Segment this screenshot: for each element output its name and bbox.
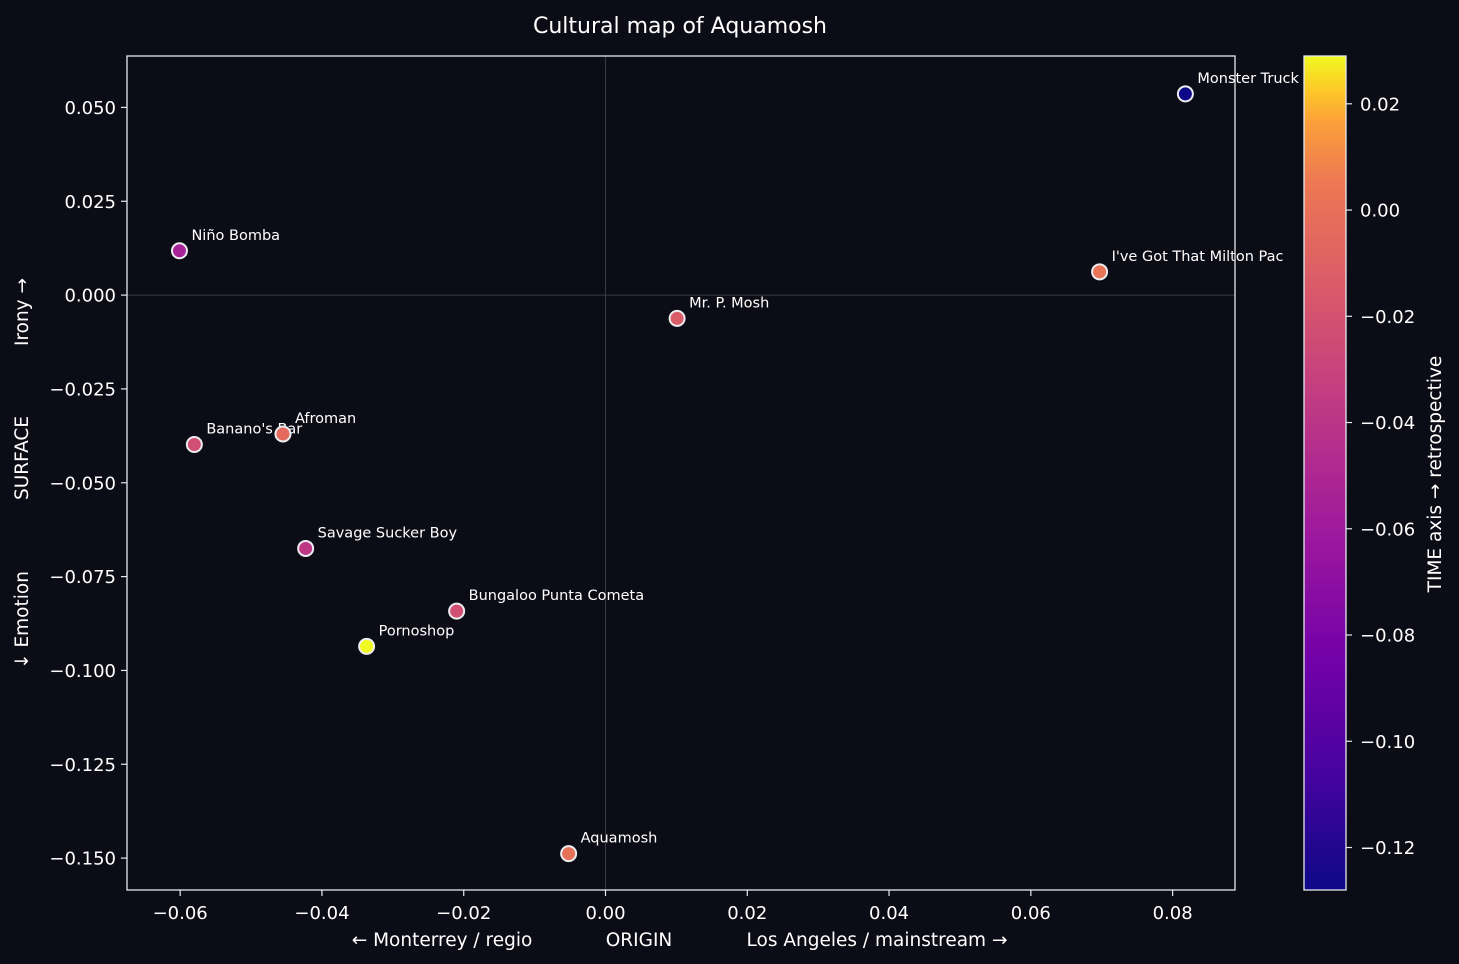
x-axis-label: ← Monterrey / regio ORIGIN Los Angeles /… <box>352 930 1008 951</box>
point-label: Pornoshop <box>379 623 455 639</box>
point-label: Monster Truck <box>1197 71 1299 87</box>
y-tick-label: 0.025 <box>64 192 116 213</box>
colorbar-tick-label: 0.00 <box>1360 201 1400 222</box>
colorbar: 0.02 0.00 −0.02 −0.04 −0.06 −0.08 −0.10 −0.12 T… <box>1303 55 1446 891</box>
colorbar-tick-label: −0.12 <box>1360 838 1415 859</box>
y-tick-label: −0.025 <box>49 379 116 400</box>
data-point <box>170 242 188 260</box>
colorbar-tick-label: −0.10 <box>1360 732 1415 753</box>
y-axis-label-center: SURFACE <box>12 416 33 500</box>
colorbar-gradient <box>1304 56 1346 890</box>
data-point <box>297 539 315 557</box>
y-axis-label-top: Irony → <box>12 278 33 346</box>
colorbar-label: TIME axis → retrospective <box>1425 356 1446 594</box>
y-tick-label: −0.150 <box>49 849 116 870</box>
point-label: Mr. P. Mosh <box>689 295 769 311</box>
x-tick-label: 0.00 <box>585 903 625 924</box>
y-tick-label: −0.100 <box>49 661 116 682</box>
plot-frame <box>126 55 1236 891</box>
point-label: Bungaloo Punta Cometa <box>469 588 644 604</box>
data-point <box>185 435 203 453</box>
y-axis-label: ↓ Emotion SURFACE Irony → <box>12 278 33 669</box>
colorbar-tick-label: −0.06 <box>1360 519 1415 540</box>
x-tick-label: 0.06 <box>1011 903 1051 924</box>
data-point <box>560 845 578 863</box>
colorbar-tick-label: −0.04 <box>1360 413 1415 434</box>
x-axis: −0.06 −0.04 −0.02 0.00 0.02 0.04 0.06 0.08 <box>153 890 1193 924</box>
x-axis-label-left: ← Monterrey / regio <box>352 930 533 951</box>
y-tick-label: −0.075 <box>49 567 116 588</box>
point-label: I've Got That Milton Pac <box>1112 249 1284 265</box>
x-tick-label: 0.02 <box>727 903 767 924</box>
data-point <box>1176 85 1194 103</box>
point-label: Afroman <box>295 411 356 427</box>
x-tick-label: −0.06 <box>153 903 208 924</box>
colorbar-frame <box>1303 55 1347 891</box>
point-label: Aquamosh <box>581 831 658 847</box>
data-point <box>1091 263 1109 281</box>
y-axis: 0.050 0.025 0.000 −0.025 −0.050 −0.075 −0.100 −… <box>49 98 127 870</box>
data-point <box>358 637 376 655</box>
x-axis-label-center: ORIGIN <box>606 930 673 951</box>
data-points: Monster Truck Niño Bomba I've Got That Mil… <box>170 71 1300 863</box>
colorbar-tick-label: 0.02 <box>1360 94 1400 115</box>
plot-area: Monster Truck Niño Bomba I've Got That Mil… <box>126 55 1300 891</box>
colorbar-tick-label: −0.08 <box>1360 626 1415 647</box>
data-point <box>448 602 466 620</box>
colorbar-tick-label: −0.02 <box>1360 307 1415 328</box>
y-tick-label: −0.125 <box>49 755 116 776</box>
y-tick-label: −0.050 <box>49 473 116 494</box>
chart-title: Cultural map of Aquamosh <box>533 14 827 39</box>
point-label: Savage Sucker Boy <box>318 525 458 541</box>
x-tick-label: −0.02 <box>436 903 491 924</box>
y-tick-label: 0.050 <box>64 98 116 119</box>
x-tick-label: 0.04 <box>869 903 909 924</box>
x-tick-label: 0.08 <box>1153 903 1193 924</box>
y-tick-label: 0.000 <box>64 286 116 307</box>
x-tick-label: −0.04 <box>294 903 349 924</box>
data-point <box>274 425 292 443</box>
colorbar-axis: 0.02 0.00 −0.02 −0.04 −0.06 −0.08 −0.10 −0.12 <box>1346 94 1415 859</box>
point-label: Niño Bomba <box>191 228 280 244</box>
y-axis-label-bottom: ↓ Emotion <box>12 571 33 669</box>
data-point <box>668 309 686 327</box>
x-axis-label-right: Los Angeles / mainstream → <box>747 930 1008 951</box>
